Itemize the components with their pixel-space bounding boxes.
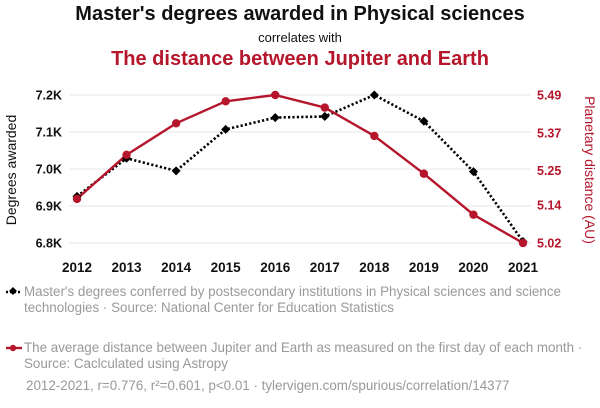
chart-title-secondary: The distance between Jupiter and Earth <box>111 48 489 70</box>
x-tick-label: 2018 <box>359 260 390 275</box>
chart-title: Master's degrees awarded in Physical sci… <box>75 3 525 25</box>
point-distance <box>271 90 280 100</box>
x-tick-label: 2014 <box>161 260 192 275</box>
point-distance <box>320 103 329 112</box>
legend-distance-icon <box>6 344 22 352</box>
legend-degrees-icon <box>6 287 22 295</box>
chart-footer: 2012-2021, r=0.776, r²=0.601, p<0.01 · t… <box>26 378 510 393</box>
x-tick-label: 2021 <box>508 260 539 275</box>
x-tick-label: 2012 <box>62 260 92 275</box>
point-degrees <box>320 111 330 121</box>
point-degrees <box>270 113 280 123</box>
marker-layer <box>72 90 528 248</box>
x-tick-label: 2019 <box>409 260 439 275</box>
point-distance <box>370 131 379 141</box>
point-degrees <box>369 90 379 100</box>
x-tick-label: 2015 <box>211 260 242 275</box>
legend-distance-label: The average distance between Jupiter and… <box>24 340 583 371</box>
y-right-tick-label: 5.02 <box>537 237 561 251</box>
point-distance <box>469 210 478 219</box>
y-right-axis-label: Planetary distance (AU) <box>582 96 598 244</box>
point-distance <box>419 169 429 178</box>
point-distance <box>221 97 230 106</box>
y-left-tick-label: 6.8K <box>36 237 62 251</box>
y-left-tick-label: 7.0K <box>36 163 62 177</box>
series-line-degrees <box>76 93 525 243</box>
legend-degrees-label: Master's degrees conferred by postsecond… <box>24 284 561 315</box>
y-left-tick-label: 7.2K <box>36 89 62 103</box>
point-distance <box>72 194 82 204</box>
grid-lines <box>69 94 531 244</box>
y-right-tick-label: 5.14 <box>537 199 561 213</box>
y-right-tick-label: 5.25 <box>537 164 561 178</box>
point-distance <box>122 150 131 160</box>
series-line-distance <box>76 93 524 245</box>
series-layer <box>76 93 525 245</box>
x-tick-label: 2020 <box>458 260 488 275</box>
x-tick-label: 2013 <box>112 260 143 275</box>
y-left-axis-label: Degrees awarded <box>3 115 19 226</box>
y-left-tick-label: 6.9K <box>36 200 62 214</box>
point-degrees <box>419 116 429 126</box>
chart-subtitle: correlates with <box>258 30 342 45</box>
y-right-tick-label: 5.49 <box>537 89 561 103</box>
x-tick-label: 2016 <box>260 260 291 275</box>
axes: 6.8K 6.9K 7.0K 7.1K 7.2K 5.02 5.14 5.25 5.37 5.49… <box>3 89 598 276</box>
point-distance <box>171 119 181 128</box>
point-distance <box>518 238 528 248</box>
y-left-tick-label: 7.1K <box>36 126 62 140</box>
x-tick-label: 2017 <box>310 260 340 275</box>
y-right-tick-label: 5.37 <box>537 126 561 140</box>
point-degrees <box>171 166 181 176</box>
